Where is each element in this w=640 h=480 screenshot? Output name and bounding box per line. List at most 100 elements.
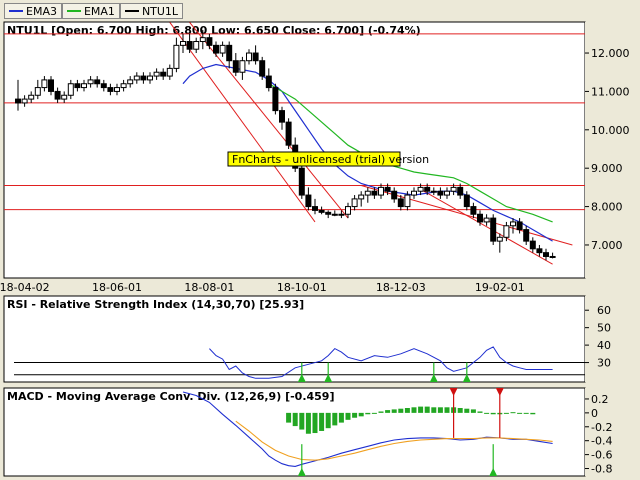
- candle-down: [265, 75, 272, 89]
- candle-down: [371, 190, 378, 196]
- candle-down: [94, 79, 101, 85]
- candle-up: [127, 79, 134, 85]
- buy-signal-arrow: [462, 374, 471, 382]
- legend-item-ema1[interactable]: EMA1: [61, 3, 120, 19]
- ema-line-ema1: [268, 83, 553, 223]
- candle-down: [523, 229, 530, 242]
- candle-up: [417, 186, 424, 192]
- macd-histogram-bar: [484, 412, 490, 414]
- candle-down: [226, 44, 233, 62]
- candle-down: [477, 213, 483, 223]
- candle-up: [41, 79, 48, 89]
- candle-down: [312, 206, 318, 211]
- candle-up: [364, 190, 371, 196]
- candle-down: [232, 60, 239, 73]
- macd-histogram-bar: [292, 412, 298, 427]
- candle-up: [430, 190, 437, 193]
- macd-histogram-bar: [464, 408, 470, 413]
- y-tick-label: -0.8: [591, 463, 612, 476]
- candle-up: [81, 83, 87, 89]
- trend-line: [169, 22, 316, 223]
- y-tick-label: 10.000: [591, 124, 630, 137]
- price-panel[interactable]: NTU1L [Open: 6.700 High: 6.800 Low: 6.65…: [0, 21, 640, 294]
- x-tick-label: 18-04-02: [0, 281, 50, 294]
- ntu1l-swatch: [124, 10, 139, 12]
- candle-up: [378, 186, 384, 196]
- macd-histogram-bar: [325, 412, 331, 429]
- macd-histogram-bar: [530, 412, 536, 415]
- candle-down: [74, 83, 81, 89]
- legend-label: EMA3: [26, 4, 57, 18]
- macd-histogram-bar: [477, 411, 483, 413]
- candle-down: [186, 41, 193, 50]
- candle-down: [285, 121, 292, 146]
- candle-up: [358, 194, 365, 200]
- plot-area: [3, 387, 586, 477]
- legend-label: NTU1L: [141, 4, 179, 18]
- x-tick-label: 19-02-01: [475, 281, 525, 294]
- candle-up: [21, 98, 28, 104]
- legend-item-ema3[interactable]: EMA3: [4, 3, 62, 19]
- candle-up: [120, 83, 127, 89]
- buy-signal-arrow: [489, 468, 498, 476]
- candle-down: [516, 221, 523, 231]
- candle-up: [173, 44, 180, 69]
- candle-down: [325, 211, 332, 215]
- candle-down: [272, 87, 279, 112]
- axis-area: [585, 388, 638, 476]
- candle-up: [239, 60, 246, 73]
- candle-down: [397, 198, 404, 208]
- candle-up: [450, 186, 457, 192]
- macd-histogram-bar: [319, 412, 325, 431]
- watermark: FnCharts - unlicensed (trial) version: [227, 151, 429, 167]
- macd-histogram-bar: [371, 412, 377, 414]
- candle-up: [510, 221, 516, 227]
- macd-histogram-bar: [517, 412, 523, 414]
- candle-up: [67, 83, 74, 96]
- sell-signal-arrow: [449, 388, 458, 396]
- candle-up: [331, 213, 338, 216]
- macd-histogram-bar: [523, 412, 529, 414]
- y-tick-label: 8.000: [591, 201, 623, 214]
- axis-area: [585, 22, 638, 278]
- candle-up: [34, 87, 41, 96]
- candle-up: [444, 190, 450, 196]
- y-tick-label: 60: [597, 304, 611, 317]
- macd-histogram-bar: [444, 407, 450, 413]
- candle-down: [140, 75, 147, 81]
- macd-panel[interactable]: MACD - Moving Average Conv. Div. (12,26,…: [3, 387, 638, 477]
- sell-signal-arrow: [495, 388, 504, 396]
- candle-down: [54, 90, 61, 100]
- rsi-panel[interactable]: RSI - Relative Strength Index (14,30,70)…: [3, 295, 638, 383]
- candle-down: [391, 190, 398, 200]
- candle-up: [483, 217, 490, 223]
- buy-signal-arrow: [429, 374, 438, 382]
- panel-title: NTU1L [Open: 6.700 High: 6.800 Low: 6.65…: [7, 24, 421, 37]
- watermark-box: [227, 151, 401, 167]
- macd-histogram-bar: [431, 407, 437, 413]
- y-tick-label: 0.2: [591, 393, 609, 406]
- macd-histogram-bar: [503, 412, 509, 414]
- macd-histogram-bar: [352, 412, 358, 418]
- y-tick-label: 7.000: [591, 239, 623, 252]
- macd-histogram-bar: [299, 412, 305, 430]
- axis-area: [585, 296, 638, 382]
- candle-up: [193, 41, 200, 50]
- legend-item-ntu1l[interactable]: NTU1L: [119, 3, 184, 19]
- candle-down: [305, 194, 312, 208]
- candle-down: [470, 206, 477, 215]
- candle-up: [404, 194, 411, 208]
- candle-down: [529, 240, 536, 250]
- y-tick-label: 30: [597, 357, 611, 370]
- candle-up: [345, 206, 351, 215]
- macd-histogram-bar: [391, 409, 397, 413]
- buy-signal-arrow: [297, 374, 306, 382]
- candle-down: [100, 83, 107, 89]
- candle-up: [87, 79, 94, 85]
- candle-down: [543, 252, 549, 257]
- y-tick-label: 40: [597, 339, 611, 352]
- macd-histogram-bar: [457, 408, 463, 413]
- candle-up: [503, 225, 510, 238]
- candle-down: [424, 186, 431, 192]
